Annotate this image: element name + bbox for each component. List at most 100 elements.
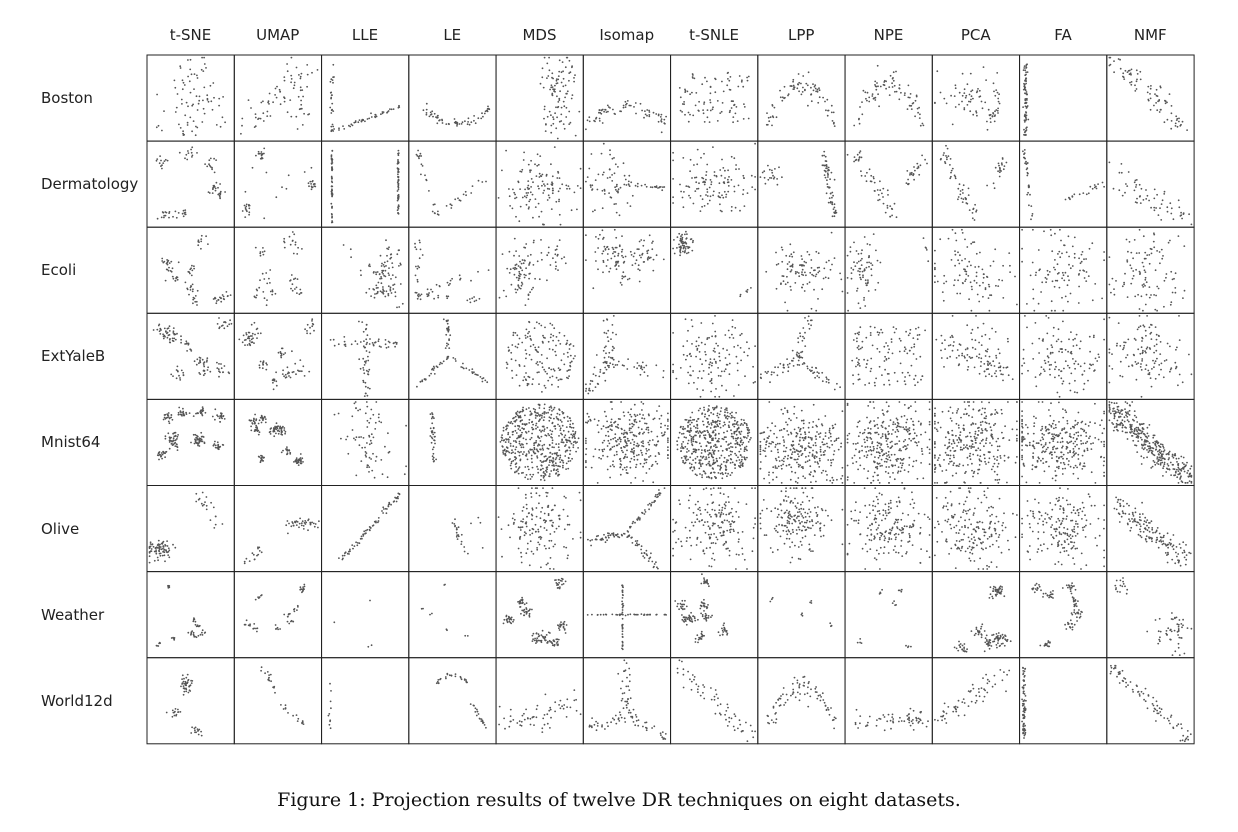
point [660, 118, 663, 120]
point [1026, 303, 1028, 305]
point [696, 163, 699, 166]
point [481, 380, 484, 383]
point [853, 261, 855, 264]
point [1024, 105, 1027, 108]
point [556, 95, 558, 98]
point [1077, 302, 1080, 304]
point [1039, 268, 1041, 271]
point [806, 251, 809, 253]
point [743, 103, 745, 105]
point [538, 176, 541, 178]
point [1165, 359, 1168, 361]
point [1064, 348, 1067, 351]
point [892, 77, 894, 79]
point [311, 186, 314, 189]
point [358, 436, 360, 439]
point [1002, 366, 1005, 369]
point [433, 212, 436, 214]
point [374, 428, 377, 430]
point [1137, 326, 1140, 329]
point [1132, 275, 1135, 277]
point [730, 209, 733, 212]
point [1093, 370, 1095, 372]
point [857, 260, 860, 263]
point [999, 369, 1002, 372]
point [523, 259, 526, 262]
point [471, 368, 474, 370]
point [377, 286, 379, 289]
point [194, 300, 197, 303]
point [769, 177, 771, 179]
scatter-cell-mnist64-mds [495, 398, 584, 486]
point [1032, 288, 1035, 291]
point [609, 176, 611, 179]
point [418, 157, 420, 160]
point [213, 171, 216, 174]
point [786, 358, 788, 360]
point [537, 202, 540, 205]
point [966, 347, 969, 350]
point [432, 452, 435, 455]
point [786, 309, 789, 312]
point [548, 461, 551, 463]
point [297, 459, 299, 462]
point [995, 354, 997, 357]
point [865, 363, 868, 365]
point [877, 334, 880, 336]
point [602, 319, 605, 322]
point [724, 334, 727, 336]
point [544, 370, 547, 373]
point [545, 173, 548, 176]
point [632, 255, 635, 258]
point [1130, 68, 1133, 71]
point [784, 96, 786, 99]
point [825, 376, 828, 379]
point [330, 202, 333, 205]
point [157, 124, 160, 127]
point [589, 186, 592, 188]
point [526, 336, 529, 338]
point [638, 254, 641, 257]
point [1161, 257, 1164, 260]
point [271, 293, 274, 296]
point [478, 297, 481, 300]
point [787, 94, 789, 97]
point [272, 388, 275, 391]
point [1058, 368, 1060, 371]
point [1178, 120, 1180, 123]
point [995, 357, 998, 359]
cell-border [233, 226, 323, 314]
scatter-cell-dermatology-t-sne [146, 140, 235, 228]
point [821, 164, 824, 167]
point [912, 174, 914, 177]
point [781, 248, 784, 251]
point [161, 457, 164, 460]
point [601, 252, 604, 255]
point [991, 327, 993, 330]
point [268, 431, 271, 434]
point [965, 94, 968, 97]
point [1058, 272, 1060, 274]
scatter-cell-mnist64-t-sne [146, 398, 235, 486]
point [364, 454, 367, 457]
point [850, 277, 853, 280]
point [1160, 368, 1162, 371]
point [423, 378, 426, 381]
point [771, 124, 773, 127]
point [672, 178, 674, 180]
point [558, 97, 561, 100]
point [367, 370, 370, 373]
point [508, 188, 510, 190]
point [249, 340, 251, 342]
point [228, 323, 231, 326]
point [176, 435, 179, 438]
point [601, 189, 604, 192]
point [529, 345, 532, 348]
point [939, 91, 942, 94]
point [554, 427, 557, 430]
point [381, 473, 384, 476]
point [977, 88, 979, 90]
point [643, 239, 645, 242]
point [1153, 197, 1156, 200]
point [1089, 350, 1091, 353]
